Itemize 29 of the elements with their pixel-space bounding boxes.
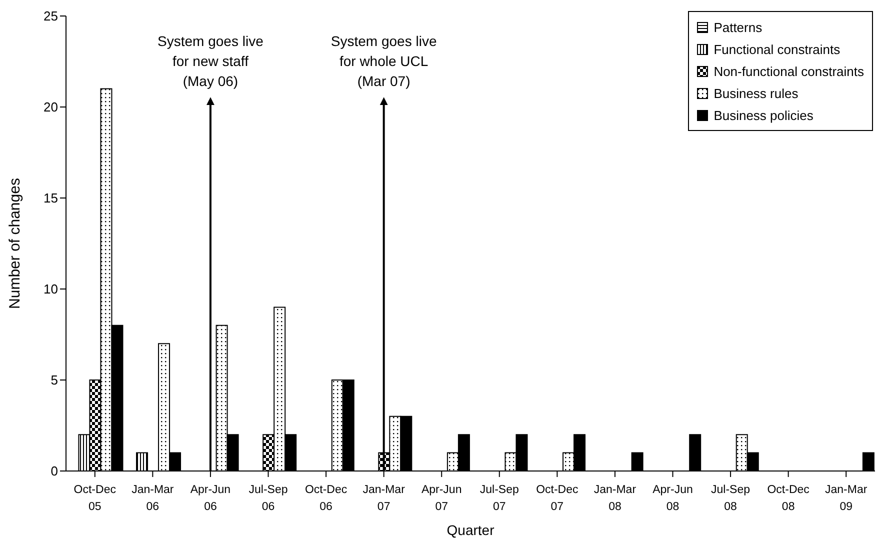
legend-label: Non-functional constraints — [714, 64, 864, 78]
y-tick-label: 20 — [44, 100, 58, 115]
legend-label: Business rules — [714, 86, 798, 100]
y-tick-label: 15 — [44, 190, 58, 206]
y-tick-label: 0 — [50, 464, 58, 479]
legend-label: Business policies — [714, 108, 814, 122]
x-tick-label: Apr-Jun 06 — [190, 484, 231, 513]
x-tick-label: Jan-Mar 07 — [362, 484, 406, 513]
x-tick-label: Jul-Sep 06 — [248, 484, 288, 513]
x-tick-label: Jan-Mar 06 — [132, 484, 174, 513]
x-tick-label: Oct-Dec 08 — [767, 484, 810, 513]
x-tick-label: Jan-Mar 09 — [825, 484, 868, 513]
x-tick-label: Oct-Dec 05 — [74, 484, 116, 513]
y-tick-label: 10 — [44, 282, 58, 297]
y-tick-label: 5 — [50, 372, 58, 388]
x-tick-label: Jul-Sep 07 — [480, 484, 519, 513]
x-tick-label: Oct-Dec 06 — [304, 484, 348, 513]
ref-line-label: System goes live for new staff (May 06) — [158, 33, 264, 90]
x-axis-title: Quarter — [446, 522, 495, 538]
x-tick-label: Apr-Jun 07 — [421, 484, 462, 513]
x-tick-label: Jan-Mar 08 — [594, 484, 636, 513]
y-axis-title: Number of changes — [6, 178, 24, 309]
x-tick-label: Oct-Dec 07 — [536, 484, 579, 513]
legend-label: Functional constraints — [714, 42, 840, 56]
x-tick-label: Apr-Jun 08 — [652, 484, 693, 513]
legend-label: Patterns — [714, 20, 762, 34]
y-tick-label: 25 — [44, 8, 58, 24]
x-tick-label: Jul-Sep 08 — [711, 484, 750, 513]
ref-line-label: System goes live for whole UCL (Mar 07) — [330, 33, 437, 90]
